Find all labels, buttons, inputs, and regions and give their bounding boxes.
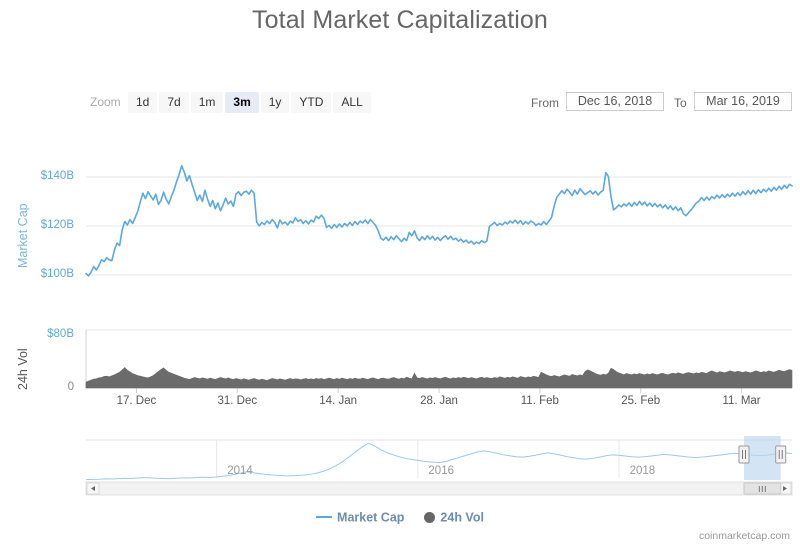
zoom-button-7d[interactable]: 7d — [159, 92, 189, 113]
page-title: Total Market Capitalization — [252, 6, 548, 34]
volume-series — [85, 367, 793, 389]
market-cap-series — [85, 164, 793, 277]
market-cap-line — [85, 164, 793, 277]
legend-label: 24h Vol — [440, 511, 484, 526]
to-label: To — [674, 96, 687, 110]
navigator-year-2014: 2014 — [227, 465, 253, 477]
navigator-year-2016: 2016 — [428, 465, 454, 477]
x-tick-0: 17. Dec — [116, 395, 157, 407]
navigator-handle-left[interactable] — [738, 445, 750, 464]
y-tick-volume-0: 0 — [67, 381, 74, 393]
x-tick-3: 28. Jan — [420, 395, 458, 407]
zoom-label: Zoom — [90, 95, 121, 109]
x-tick-5: 25. Feb — [621, 395, 661, 407]
navigator-scrollbar-thumb[interactable] — [743, 482, 782, 495]
y-tick-market-cap-0: $100B — [40, 267, 74, 280]
navigator-area — [85, 436, 793, 496]
x-tick-2: 14. Jan — [319, 395, 358, 407]
zoom-button-all[interactable]: ALL — [333, 92, 371, 113]
zoom-button-ytd[interactable]: YTD — [291, 92, 332, 113]
y-tick-volume-1: $80B — [47, 328, 74, 341]
legend-dot-marker-icon — [424, 511, 436, 523]
legend-item-24h-vol[interactable]: 24h Vol — [424, 510, 484, 525]
y-tick-market-cap-1: $120B — [40, 218, 74, 231]
to-date-input[interactable] — [694, 92, 792, 111]
zoom-button-3m[interactable]: 3m — [225, 92, 259, 113]
zoom-button-1m[interactable]: 1m — [190, 92, 224, 113]
credits-label: coinmarketcap.com — [698, 530, 790, 542]
from-date-input[interactable] — [566, 92, 664, 111]
volume-area — [85, 367, 793, 389]
zoom-button-1d[interactable]: 1d — [128, 92, 158, 113]
navigator-selection-mask[interactable] — [743, 436, 781, 480]
scroll-left-button[interactable] — [86, 482, 100, 495]
x-tick-6: 11. Mar — [722, 395, 761, 407]
legend-label: Market Cap — [337, 511, 405, 526]
legend-item-market-cap[interactable]: Market Cap — [316, 510, 404, 525]
x-tick-1: 31. Dec — [217, 395, 258, 407]
chart-legend: Market Cap 24h Vol — [0, 510, 800, 525]
gridlines — [85, 176, 792, 393]
from-label: From — [531, 96, 559, 110]
navigator-sparkline — [85, 442, 793, 481]
y-tick-market-cap-2: $140B — [40, 170, 74, 183]
navigator-scrollbar-track[interactable] — [85, 481, 793, 496]
zoom-button-1y[interactable]: 1y — [260, 92, 290, 113]
navigator-handle-right[interactable] — [775, 445, 787, 464]
navigator-year-2018: 2018 — [629, 465, 656, 477]
zoom-button-group: 1d 7d 1m 3m 1y YTD ALL — [128, 92, 373, 113]
x-tick-4: 11. Feb — [520, 395, 559, 407]
legend-line-marker-icon — [316, 516, 333, 519]
